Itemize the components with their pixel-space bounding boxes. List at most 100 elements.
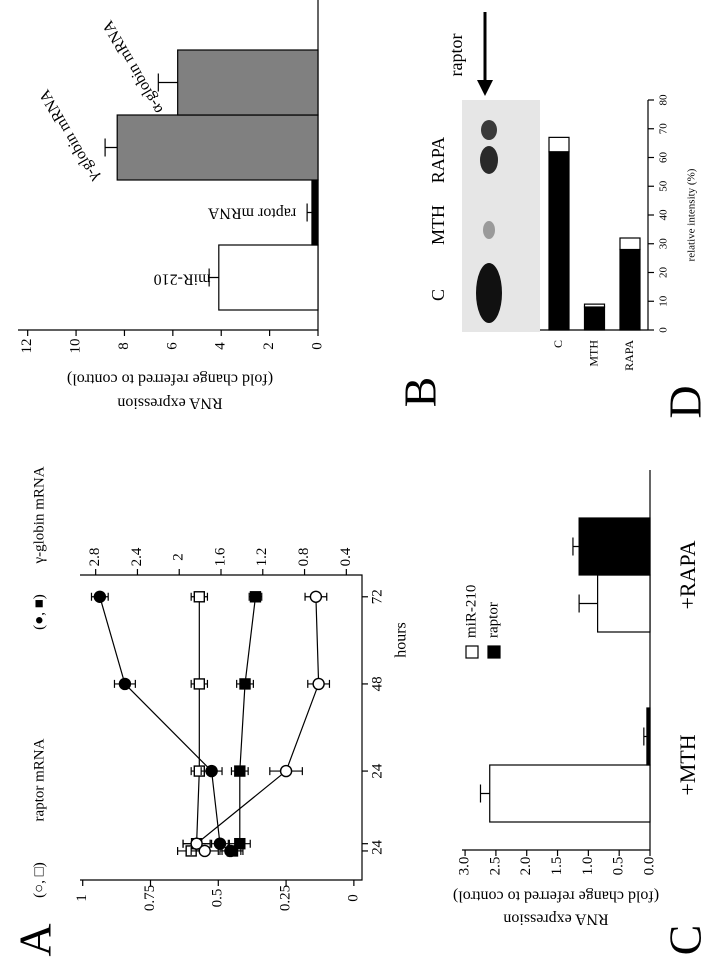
y-tick-label: 3.0 [457, 857, 473, 876]
panel-letter: D [660, 385, 711, 418]
bar [578, 517, 651, 576]
y-tick-label: 80 [658, 94, 670, 106]
y2-tick-label: 0.8 [296, 548, 312, 567]
y-tick-label: 12 [19, 339, 35, 354]
x-tick-label: 4 [369, 839, 385, 847]
x-axis-title: hours [393, 622, 410, 658]
gel-image [462, 100, 540, 332]
bar [177, 49, 319, 116]
y-tick-label: 2.5 [487, 857, 503, 876]
legend-label: miR-210 [463, 585, 479, 638]
bar [619, 237, 641, 251]
y2-tick-label: 0.4 [338, 547, 354, 566]
error-bar [572, 537, 580, 556]
bar [619, 248, 641, 331]
y2-axis-title: γ-globin mRNA [31, 466, 47, 564]
y-tick-label: 0.0 [641, 857, 657, 876]
y-axis-symbols: (○, □) [31, 862, 47, 898]
bar [597, 574, 651, 633]
data-point [118, 677, 132, 691]
category-label: miR-210 [154, 270, 211, 287]
y-tick-label: 40 [658, 209, 670, 221]
data-point [249, 591, 262, 603]
gel-lane-label: MTH [428, 205, 448, 245]
data-point [234, 837, 246, 850]
y-tick-label: 0 [309, 342, 325, 350]
data-point [213, 837, 227, 850]
data-point [190, 837, 203, 850]
bar [548, 136, 570, 153]
y-tick-label: 0.5 [210, 889, 226, 908]
category-label: MTH [586, 340, 600, 367]
y-tick-label: 2.0 [518, 857, 534, 876]
legend-swatch [487, 645, 501, 659]
series-line [232, 596, 257, 852]
arrow-head [477, 80, 493, 96]
data-point [193, 591, 206, 603]
y2-tick-label: 2.4 [129, 547, 145, 566]
bar [583, 306, 606, 331]
y-axis-subtitle: (fold change referred to control) [67, 370, 273, 387]
gel-lane-label: RAPA [428, 137, 448, 183]
x-tick-label: 48 [369, 676, 385, 691]
gel-band [480, 146, 498, 174]
x-tick-label: 72 [369, 589, 385, 604]
data-point [309, 590, 323, 603]
x-tick-label: 2 [369, 847, 385, 855]
data-point [279, 764, 293, 778]
data-point [239, 678, 251, 690]
bar [583, 303, 606, 308]
gel-band [481, 120, 497, 140]
error-bar [306, 203, 312, 222]
y-tick-label: 4 [213, 342, 229, 350]
series-line [190, 596, 200, 852]
category-label: +MTH [675, 734, 700, 795]
y-axis-subtitle: (fold change referred to control) [453, 887, 659, 904]
gel-lane-label: C [428, 289, 448, 301]
y-axis-title: relative intensity (%) [686, 168, 698, 261]
data-point [93, 590, 107, 603]
data-point [312, 677, 325, 691]
category-label: α-globin mRNA [99, 17, 166, 117]
category-label: +RAPA [675, 540, 700, 609]
error-bar [643, 727, 647, 746]
bar [218, 244, 319, 311]
series-line [99, 596, 231, 852]
category-label: C [551, 340, 565, 348]
bar [116, 114, 319, 181]
data-point [234, 765, 246, 777]
y-tick-label: 0.25 [278, 885, 294, 911]
y-tick-label: 0.75 [142, 885, 158, 911]
legend-label: raptor [485, 602, 501, 638]
bar [548, 151, 570, 331]
y-tick-label: 20 [658, 267, 670, 279]
y-tick-label: 70 [658, 123, 670, 135]
panel-letter: C [660, 925, 711, 956]
gel-band [476, 263, 502, 323]
panel-letter: A [10, 923, 61, 956]
y-tick-label: 1 [74, 894, 90, 902]
category-label: RAPA [622, 340, 636, 371]
data-point [205, 764, 218, 778]
y-tick-label: 8 [116, 342, 132, 350]
y-tick-label: 0 [658, 327, 670, 333]
y-tick-label: 1.0 [580, 857, 596, 876]
bar [311, 179, 319, 246]
data-point [193, 678, 206, 690]
y2-tick-label: 2 [171, 553, 187, 561]
y-axis-title: RNA expression [117, 394, 222, 411]
y2-tick-label: 1.2 [254, 548, 270, 567]
error-bar [208, 268, 219, 287]
data-point [224, 844, 237, 858]
bar [646, 707, 651, 766]
y-axis-title: RNA expression [503, 910, 608, 927]
y2-axis-symbols: (●, ■) [31, 594, 47, 630]
y-tick-label: 10 [658, 295, 670, 307]
error-bar [578, 594, 598, 613]
error-bar [479, 784, 490, 803]
error-bar [157, 73, 178, 92]
series-line [195, 596, 320, 852]
y-tick-label: 60 [658, 152, 670, 164]
y-tick-label: 2 [261, 342, 277, 350]
